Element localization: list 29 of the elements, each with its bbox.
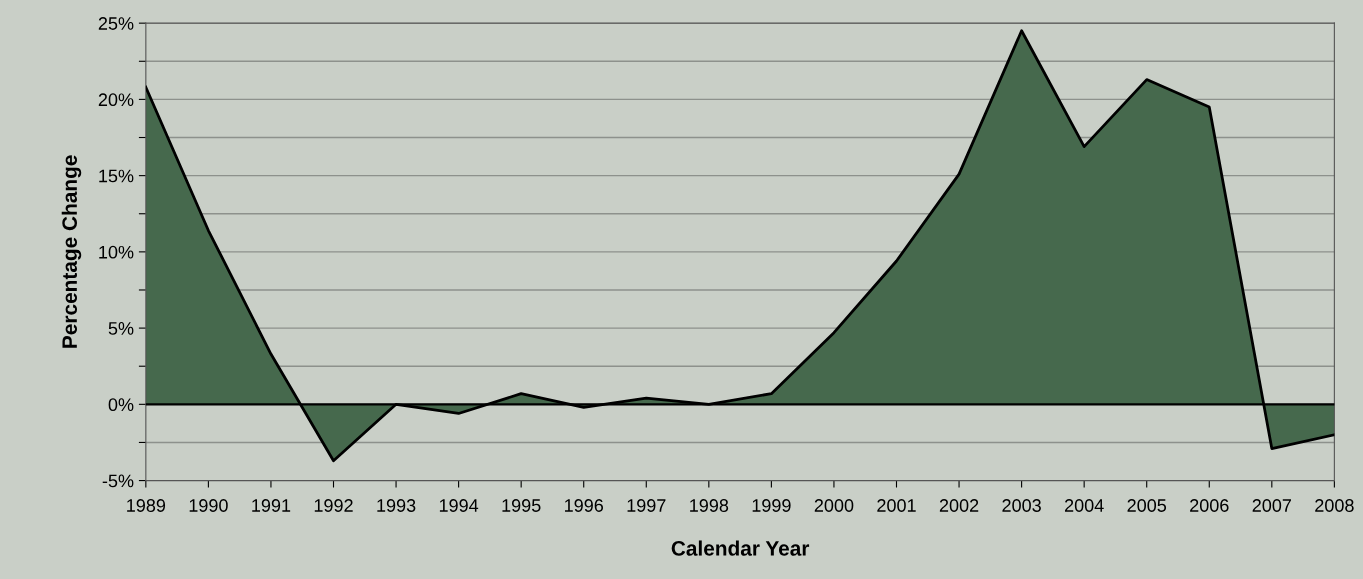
y-tick-label: 10% — [99, 245, 134, 259]
x-tick-label: 2008 — [1315, 499, 1354, 512]
y-axis-title: Percentage Change — [61, 155, 82, 348]
x-tick-label: 2005 — [1127, 499, 1167, 512]
x-tick-label: 1989 — [127, 499, 166, 512]
x-tick-label: 1999 — [752, 499, 791, 512]
y-tick-label: 25% — [98, 17, 134, 30]
y-tick-label: 5% — [108, 322, 134, 335]
x-tick-label: 1990 — [189, 499, 228, 512]
x-tick-label: 1993 — [377, 499, 416, 512]
x-tick-label: 1996 — [565, 499, 604, 512]
x-tick-label: 1998 — [690, 499, 729, 512]
x-tick-label: 1997 — [627, 499, 666, 512]
x-tick-label: 2002 — [939, 499, 979, 512]
x-axis-title: Calendar Year — [671, 540, 810, 556]
y-tick-label: -5% — [102, 474, 134, 488]
x-tick-label: 2004 — [1064, 499, 1104, 512]
y-tick-label: 15% — [99, 169, 134, 183]
x-tick-label: 1994 — [439, 499, 479, 512]
x-tick-label: 2006 — [1190, 499, 1229, 512]
y-tick-label: 0% — [108, 398, 134, 412]
x-tick-label: 2000 — [814, 499, 854, 512]
x-tick-label: 2003 — [1002, 499, 1041, 512]
x-tick-label: 1991 — [252, 499, 291, 512]
x-tick-label: 2007 — [1252, 499, 1291, 512]
x-tick-label: 1992 — [314, 499, 353, 512]
y-tick-label: 20% — [98, 93, 134, 107]
x-tick-label: 1995 — [502, 499, 541, 512]
x-tick-label: 2001 — [877, 499, 916, 512]
